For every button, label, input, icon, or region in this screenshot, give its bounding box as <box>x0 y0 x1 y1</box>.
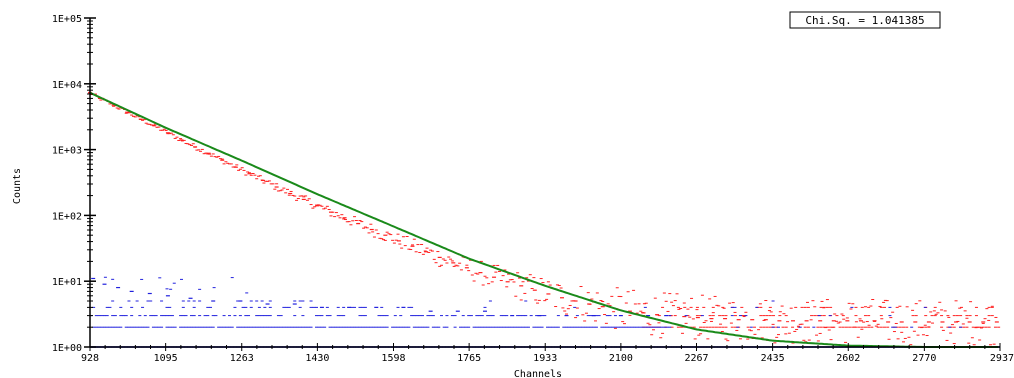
x-tick-label: 2267 <box>684 353 708 364</box>
x-tick-label: 1263 <box>230 353 254 364</box>
x-tick-label: 2770 <box>912 353 936 364</box>
y-tick-label: 1E+03 <box>52 146 82 157</box>
y-ticks: 1E+00 1E+01 1E+02 1E+03 1E+04 1E+05 <box>52 14 96 354</box>
y-tick-label: 1E+00 <box>52 343 82 354</box>
y-tick-label: 1E+04 <box>52 80 82 91</box>
x-tick-label: 928 <box>81 353 99 364</box>
y-tick-label: 1E+02 <box>52 211 82 222</box>
x-tick-label: 2100 <box>609 353 633 364</box>
x-tick-label: 2435 <box>761 353 785 364</box>
data-series-red <box>88 91 1001 346</box>
x-tick-label: 1095 <box>154 353 178 364</box>
y-axis-title: Counts <box>12 168 23 204</box>
x-tick-label: 1765 <box>457 353 481 364</box>
x-tick-label: 1430 <box>305 353 329 364</box>
x-axis-title: Channels <box>514 369 562 378</box>
fit-curve-line <box>89 91 999 348</box>
x-tick-label: 1598 <box>381 353 405 364</box>
x-tick-label: 1933 <box>533 353 557 364</box>
data-series-blue <box>89 276 1001 348</box>
plot-area <box>88 91 1001 348</box>
fit-curve <box>89 91 999 348</box>
y-tick-label: 1E+01 <box>52 277 82 288</box>
y-tick-label: 1E+05 <box>52 14 82 25</box>
x-ticks: 928 1095 1263 1430 1598 1765 1933 2100 2267 2435 2… <box>81 343 1014 364</box>
chi-square-text: Chi.Sq. = 1.041385 <box>805 14 924 27</box>
chi-square-box: Chi.Sq. = 1.041385 <box>789 11 941 29</box>
axes: 1E+00 1E+01 1E+02 1E+03 1E+04 1E+05 928 1095 12… <box>52 14 1014 364</box>
x-tick-label: 2937 <box>990 353 1014 364</box>
x-tick-label: 2602 <box>836 353 860 364</box>
